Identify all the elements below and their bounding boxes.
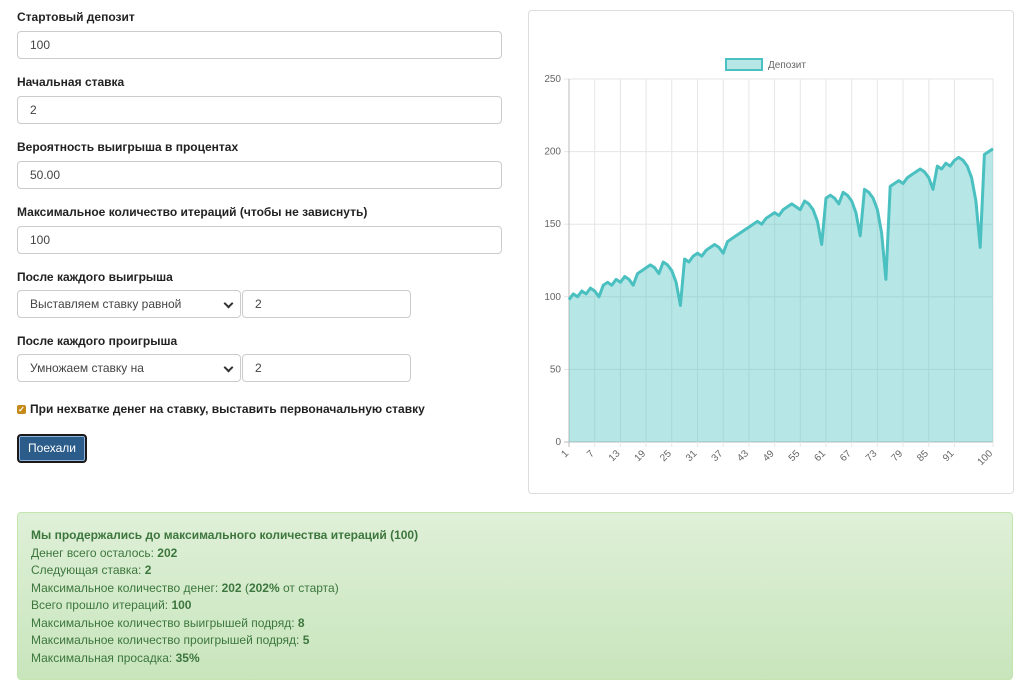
legend-label: Депозит [768,60,806,71]
text-input[interactable]: 2 [242,290,411,318]
x-tick-label: 31 [684,448,700,464]
legend-swatch [725,58,763,71]
y-tick-label: 200 [544,147,561,158]
result-text: Мы продержались до максимального количес… [31,528,419,542]
x-tick-label: 79 [890,448,906,464]
field-label: После каждого выигрыша [17,270,173,284]
result-text: от старта) [279,580,339,595]
x-tick-label: 7 [585,448,597,460]
x-tick-label: 25 [658,448,674,464]
result-text: 8 [297,615,305,630]
x-tick-label: 1 [559,448,571,460]
result-text: 202 [157,545,178,560]
result-text: Максимальная просадка: [31,650,176,665]
result-text: Максимальное количество денег: [31,580,222,595]
checkbox[interactable]: ✓ [17,404,26,414]
result-line: Денег всего осталось: 202 [31,545,1012,563]
y-tick-label: 250 [544,74,561,85]
result-text: ( [241,580,249,595]
x-tick-label: 49 [761,448,777,464]
result-text: Следующая ставка: [31,563,145,577]
text-input[interactable]: 2 [242,354,411,382]
result-text: 100 [171,598,192,612]
field-label: После каждого проигрыша [17,334,178,348]
field-label: Начальная ставка [17,75,125,89]
text-input[interactable]: 100 [17,226,502,254]
field-label: Вероятность выигрыша в процентах [17,140,239,154]
y-tick-label: 100 [544,292,561,303]
checkbox-row[interactable]: ✓ При нехватке денег на ставку, выставить… [17,402,425,416]
result-text: 35% [175,650,200,665]
x-tick-label: 43 [735,448,751,464]
result-line: Максимальное количество выигрышей подряд… [31,615,1012,633]
result-text: 2 [144,563,152,577]
result-text: 202 [221,580,242,595]
text-input[interactable]: 100 [17,31,502,59]
chart-panel: 0 50 100 150 200 250 1 7 13 19 25 31 37 43 49 55 61 67 73 7… [528,10,1014,494]
checkbox-label[interactable]: При нехватке денег на ставку, выставить … [30,402,425,416]
field-label: Максимальное количество итераций (чтобы … [17,205,368,219]
result-line: Следующая ставка: 2 [31,562,1012,580]
x-tick-label: 67 [838,448,854,464]
result-text: Максимальное количество проигрышей подря… [31,633,303,647]
result-line: Мы продержались до максимального количес… [31,527,1012,545]
result-text: Денег всего осталось: [31,545,158,560]
submit-button[interactable]: Поехали [17,434,87,463]
result-text: 5 [302,633,310,647]
result-line: Максимальная просадка: 35% [31,650,1012,668]
x-tick-label: 55 [787,448,803,464]
result-line: Максимальное количество денег: 202 (202%… [31,580,1012,598]
result-text: Максимальное количество выигрышей подряд… [31,615,298,630]
x-tick-label: 91 [941,448,957,464]
x-tick-label: 85 [915,448,931,464]
y-tick-label: 150 [544,219,561,230]
x-tick-label: 73 [864,448,880,464]
x-tick-label: 37 [710,448,726,464]
x-tick-label: 61 [812,448,828,464]
chart: 0 50 100 150 200 250 1 7 13 19 25 31 37 43 49 55 61 67 73 7… [544,58,996,468]
text-input[interactable]: 2 [17,96,502,124]
result-line: Всего прошло итераций: 100 [31,597,1012,615]
result-text: Всего прошло итераций: [31,598,172,612]
text-input[interactable]: 50.00 [17,161,502,189]
select[interactable]: Умножаем ставку на [17,354,241,382]
line [567,147,994,307]
y-tick-label: 50 [550,364,562,375]
x-tick-label: 100 [976,448,996,468]
x-tick-label: 13 [607,448,623,464]
y-tick-label: 0 [555,437,561,448]
field-label: Стартовый депозит [17,10,135,24]
select[interactable]: Выставляем ставку равной [17,290,241,318]
result-line: Максимальное количество проигрышей подря… [31,632,1012,650]
results: Мы продержались до максимального количес… [17,512,1013,680]
result-text: 202% [248,580,280,595]
x-tick-label: 19 [633,448,649,464]
area [569,148,993,442]
